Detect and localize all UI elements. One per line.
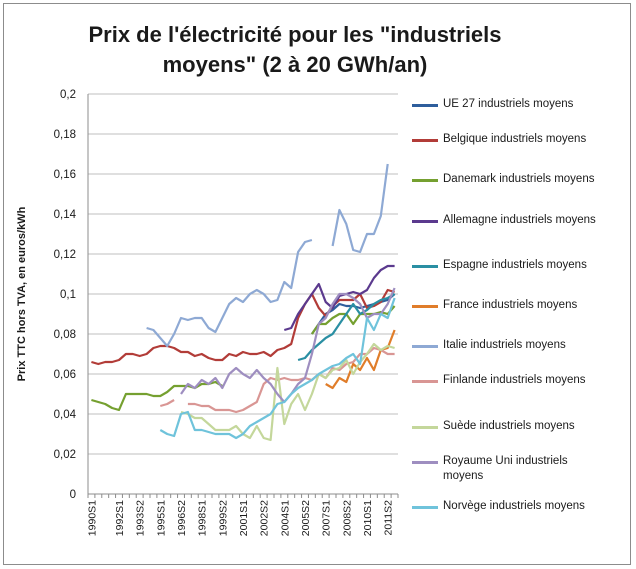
x-tick-label: 2005S2 [300, 500, 312, 536]
legend-item: UE 27 industriels moyens [412, 96, 627, 126]
series-line-7 [331, 163, 389, 254]
legend-item: Belgique industriels moyens [412, 131, 627, 161]
x-tick-label: 1993S2 [135, 500, 147, 536]
x-tick-label: 2008S2 [341, 500, 353, 536]
legend-item: Finlande industriels moyens [412, 372, 627, 402]
legend-swatch [412, 139, 438, 143]
legend-item: Espagne industriels moyens [412, 257, 627, 287]
legend-swatch [412, 219, 438, 223]
y-tick-label: 0,04 [54, 409, 77, 421]
legend-label: France industriels moyens [443, 299, 578, 311]
legend-swatch [412, 380, 438, 384]
series-line-7 [146, 238, 313, 348]
legend-swatch [412, 179, 438, 183]
series-line-2 [91, 288, 395, 366]
legend-item: Suède industriels moyens [412, 418, 627, 448]
legend-label: Royaume Uni industriels moyens [443, 454, 568, 482]
legend-label: Espagne industriels moyens [443, 258, 587, 271]
chart-title: Prix de l'électricité pour les "industri… [88, 22, 502, 77]
legend-label: Suède industriels moyens [443, 419, 575, 432]
x-tick-label: 1990S1 [86, 500, 98, 536]
legend-item: Allemagne industriels moyens [412, 212, 627, 242]
legend-item: France industriels moyens [412, 297, 627, 327]
legend-swatch [412, 104, 438, 107]
legend-swatch [412, 345, 438, 349]
legend-item: Norvège industriels moyens [412, 498, 627, 528]
x-tick-label: 1998S1 [197, 500, 209, 536]
y-tick-label: 0,06 [54, 369, 76, 381]
y-tick-label: 0,18 [54, 129, 76, 141]
x-tick-label: 1996S2 [176, 500, 188, 536]
y-tick-label: 0,14 [54, 209, 77, 221]
y-tick-label: 0,16 [54, 169, 76, 181]
x-tick-label: 2004S1 [279, 500, 291, 536]
legend-swatch [412, 264, 438, 268]
legend-label: Danemark industriels moyens [443, 173, 595, 186]
y-tick-label: 0 [70, 489, 76, 501]
legend-swatch [412, 506, 438, 509]
series-line-11 [159, 297, 396, 440]
legend-label: Norvège industriels moyens [443, 500, 585, 512]
legend-label: Finlande industriels moyens [443, 374, 586, 387]
x-tick-label: 2002S2 [259, 500, 271, 536]
legend-swatch [412, 425, 438, 429]
series-line-8 [159, 399, 175, 408]
legend-label: UE 27 industriels moyens [443, 98, 574, 110]
x-tick-label: 2001S1 [238, 500, 250, 536]
legend-swatch [412, 305, 438, 308]
x-tick-label: 1999S2 [217, 500, 229, 536]
legend-label: Belgique industriels moyens [443, 133, 587, 146]
series-line-3 [91, 380, 223, 412]
series-line-8 [187, 346, 395, 414]
legend-label: Allemagne industriels moyens [443, 213, 596, 226]
x-tick-label: 2007S1 [321, 500, 333, 536]
y-tick-label: 0,12 [54, 249, 76, 261]
legend-item: Royaume Uni industriels moyens [412, 453, 627, 483]
x-tick-label: 2010S1 [362, 500, 374, 536]
legend-swatch [412, 460, 438, 464]
y-tick-label: 0,2 [60, 89, 76, 101]
x-tick-label: 2011S2 [383, 500, 395, 536]
x-tick-label: 1992S1 [114, 500, 126, 536]
legend-label: Italie industriels moyens [443, 339, 566, 352]
y-tick-label: 0,02 [54, 449, 76, 461]
x-tick-label: 1995S1 [155, 500, 167, 536]
series-line-3 [310, 305, 396, 335]
series-line-4 [283, 264, 395, 332]
chart-frame [3, 3, 631, 565]
legend-item: Italie industriels moyens [412, 337, 627, 367]
y-tick-label: 0,1 [60, 289, 76, 301]
legend-item: Danemark industriels moyens [412, 171, 627, 201]
y-tick-label: 0,08 [54, 329, 76, 341]
